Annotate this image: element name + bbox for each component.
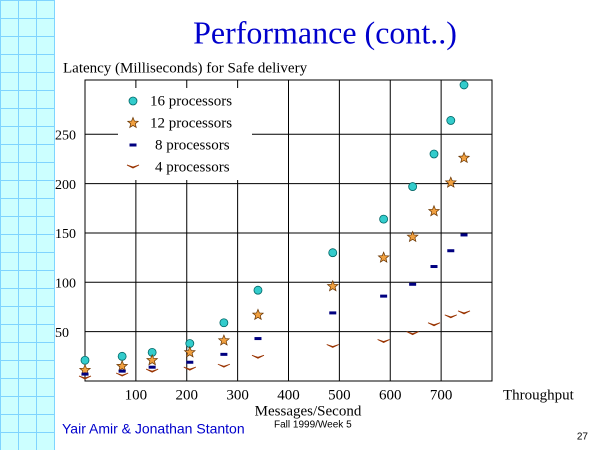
point <box>406 230 419 243</box>
y-tick-label: 250 <box>55 128 76 143</box>
point <box>217 363 231 368</box>
point <box>380 294 388 298</box>
point <box>457 151 471 164</box>
point <box>186 360 194 364</box>
point <box>446 116 456 125</box>
y-tick-label: 200 <box>55 178 76 193</box>
x-tick-label: 200 <box>176 387 199 403</box>
legend-marker <box>126 164 140 169</box>
legend-label: 12 processors <box>150 115 232 131</box>
x-tick-label: 700 <box>430 387 453 403</box>
point <box>78 375 92 380</box>
x-tick-label: 100 <box>125 387 148 403</box>
point <box>406 331 419 336</box>
point <box>81 372 89 376</box>
point <box>430 265 438 269</box>
point <box>409 282 417 286</box>
slide-title: Performance (cont..) <box>193 14 457 50</box>
point <box>444 314 457 319</box>
point <box>115 372 129 377</box>
y-tick-label: 150 <box>55 227 76 242</box>
legend-label: 4 processors <box>155 159 230 175</box>
y-tick-label: 100 <box>55 277 76 292</box>
decor-strip <box>0 0 55 450</box>
point <box>429 149 439 159</box>
point <box>326 344 339 348</box>
point <box>183 345 196 358</box>
point <box>116 359 129 372</box>
point <box>253 285 263 295</box>
point <box>444 176 457 188</box>
x-axis-label: Messages/Second <box>255 403 362 419</box>
x-tick-label: 600 <box>379 387 402 403</box>
point <box>118 369 126 373</box>
point <box>251 354 265 359</box>
footer-authors: Yair Amir & Jonathan Stanton <box>62 421 245 437</box>
point <box>377 339 390 343</box>
point <box>329 311 337 315</box>
y-tick-label: 50 <box>55 326 69 341</box>
point <box>408 182 418 191</box>
legend-marker <box>128 96 138 106</box>
point <box>460 233 468 237</box>
point <box>254 337 262 341</box>
legend-label: 16 processors <box>150 93 232 109</box>
x-axis-title: Throughput <box>503 387 575 403</box>
page-number: 27 <box>577 432 589 443</box>
legend-marker <box>126 116 140 129</box>
point <box>146 353 159 366</box>
point <box>447 249 455 253</box>
point <box>326 279 339 292</box>
point <box>145 368 159 373</box>
point <box>377 251 390 263</box>
x-tick-label: 300 <box>226 387 249 403</box>
legend-label: 8 processors <box>155 137 230 153</box>
point <box>117 351 127 361</box>
legend-box <box>118 88 252 180</box>
y-axis-label: Latency (Milliseconds) for Safe delivery <box>63 60 308 76</box>
point <box>80 355 90 365</box>
point <box>328 248 338 258</box>
point <box>427 204 441 217</box>
point <box>183 366 196 371</box>
point <box>251 308 265 321</box>
x-tick-label: 400 <box>277 387 300 403</box>
point <box>219 318 229 328</box>
point <box>148 365 156 369</box>
footer-term: Fall 1999/Week 5 <box>274 420 352 431</box>
x-tick-label: 500 <box>328 387 351 403</box>
point <box>220 352 228 356</box>
point <box>78 363 92 376</box>
point <box>379 214 389 224</box>
point <box>459 80 469 90</box>
legend-marker <box>129 143 137 147</box>
point <box>427 322 441 327</box>
point <box>217 334 231 346</box>
point <box>457 310 471 315</box>
